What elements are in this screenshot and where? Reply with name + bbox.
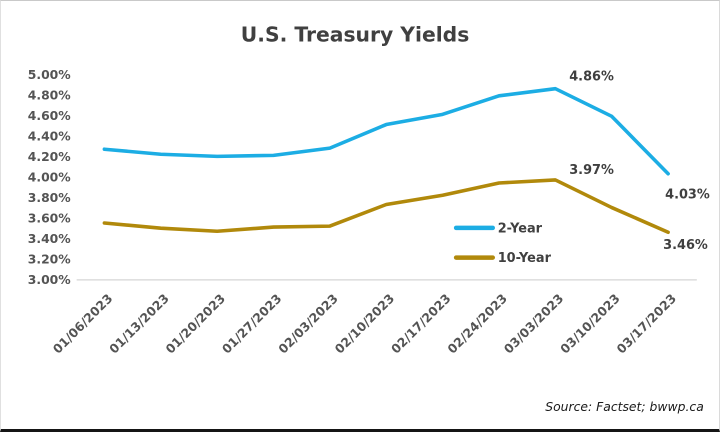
data-labels: 4.86% 4.03% 3.97% 3.46% xyxy=(569,70,710,253)
y-tick-label: 4.40% xyxy=(28,129,71,143)
data-label: 3.97% xyxy=(569,163,614,178)
series-line-10-year xyxy=(102,178,670,235)
data-label: 4.03% xyxy=(665,188,710,203)
y-tick-label: 3.80% xyxy=(28,191,71,205)
data-label: 4.86% xyxy=(569,70,614,85)
x-axis-tick-labels: 01/06/202301/13/202301/20/202301/27/2023… xyxy=(50,291,679,356)
series-line-2-year xyxy=(102,86,670,176)
y-tick-label: 5.00% xyxy=(28,68,71,82)
y-tick-label: 3.00% xyxy=(28,273,71,287)
y-tick-label: 3.60% xyxy=(28,211,71,225)
legend-label-2-year: 2-Year xyxy=(498,221,543,236)
y-tick-label: 3.20% xyxy=(28,252,71,266)
legend: 2-Year 10-Year xyxy=(453,221,552,266)
y-tick-label: 4.00% xyxy=(28,170,71,184)
x-tick-label: 03/17/2023 xyxy=(614,291,679,356)
legend-label-10-year: 10-Year xyxy=(498,251,552,266)
y-axis-tick-labels: 5.00% 4.80% 4.60% 4.40% 4.20% 4.00% 3.80% 3.60%… xyxy=(28,68,71,287)
y-tick-label: 3.40% xyxy=(28,232,71,246)
source-note: Source: Factset; bwwp.ca xyxy=(545,400,704,414)
data-label: 3.46% xyxy=(663,238,708,253)
series-lines xyxy=(102,86,670,235)
y-tick-label: 4.20% xyxy=(28,150,71,164)
y-tick-label: 4.60% xyxy=(28,109,71,123)
y-tick-label: 4.80% xyxy=(28,88,71,102)
chart-title: U.S. Treasury Yields xyxy=(241,23,470,47)
